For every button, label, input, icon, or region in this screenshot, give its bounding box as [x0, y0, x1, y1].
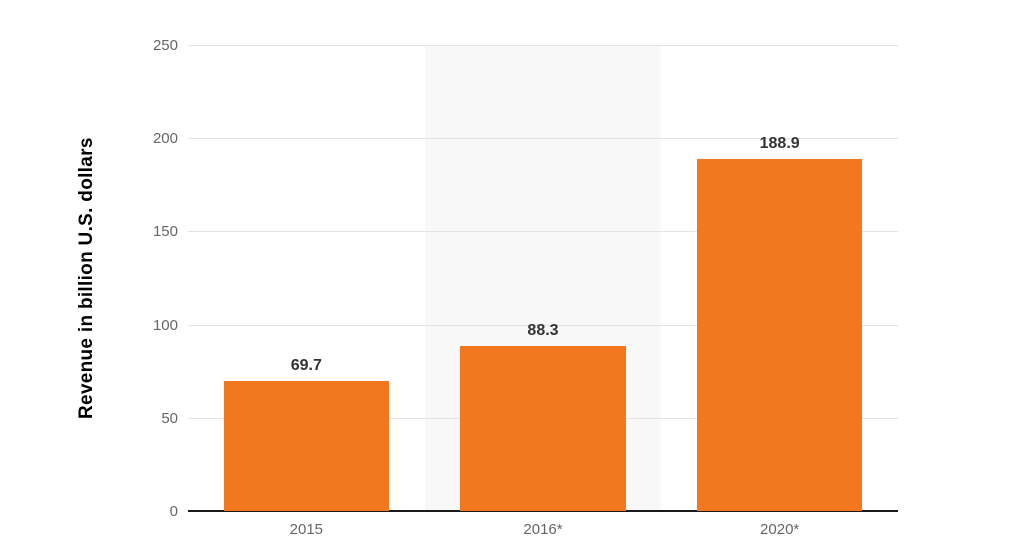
- gridline-200: [188, 138, 898, 140]
- value-label-2016*: 88.3: [527, 322, 559, 340]
- gridline-150: [188, 231, 898, 233]
- y-tick-label-0: 0: [169, 503, 178, 520]
- x-axis-line: [188, 510, 898, 512]
- bar-2015[interactable]: [223, 381, 390, 511]
- x-tick-label-2020*: 2020*: [760, 521, 800, 538]
- gridline-250: [188, 45, 898, 46]
- y-tick-label-200: 200: [152, 130, 178, 148]
- x-tick-label-2016*: 2016*: [523, 521, 563, 538]
- y-tick-label-250: 250: [152, 37, 178, 54]
- y-tick-label-50: 50: [161, 409, 178, 427]
- x-tick-label-2015: 2015: [289, 521, 324, 538]
- plot-area: [188, 45, 898, 512]
- value-label-2015: 69.7: [290, 357, 322, 375]
- bar-2020*[interactable]: [696, 158, 863, 511]
- value-label-2020*: 188.9: [759, 134, 800, 152]
- y-axis-title: Revenue in billion U.S. dollars: [76, 137, 97, 419]
- y-tick-label-150: 150: [152, 223, 178, 241]
- bar-2016*[interactable]: [460, 346, 626, 511]
- y-tick-label-100: 100: [152, 316, 178, 334]
- gridline-100: [188, 324, 898, 326]
